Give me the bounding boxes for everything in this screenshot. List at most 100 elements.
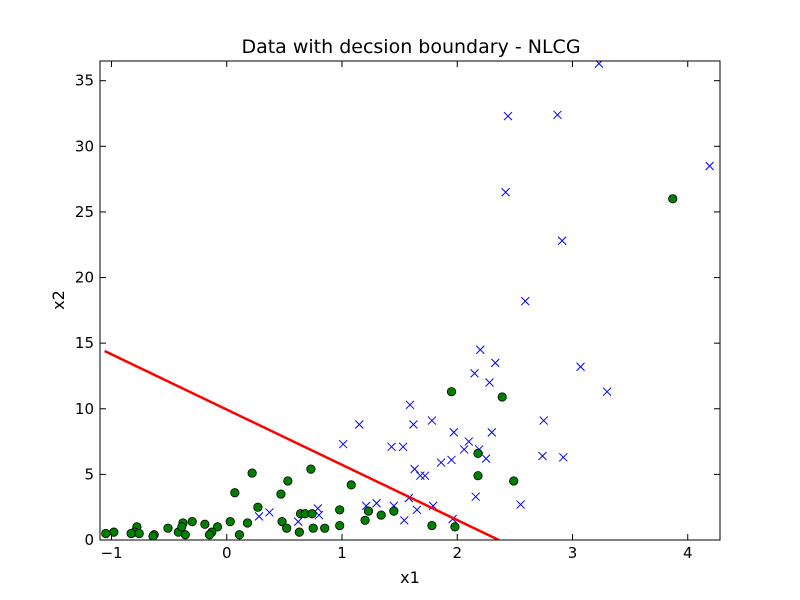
data-point-circle	[148, 531, 158, 540]
data-point-circle	[177, 522, 187, 532]
data-point-x	[416, 471, 425, 481]
data-point-circle	[200, 519, 210, 529]
x-tick-label: 4	[683, 544, 693, 562]
data-point-circle	[163, 523, 173, 533]
data-point-x	[516, 500, 525, 509]
data-point-circle	[473, 471, 483, 481]
data-point-x	[475, 345, 485, 355]
data-point-x	[481, 454, 491, 463]
data-point-x	[602, 387, 612, 397]
y-tick-label: 15	[75, 334, 94, 352]
data-point-x	[471, 492, 481, 502]
data-point-circle	[187, 517, 197, 527]
data-point-circle	[346, 480, 356, 490]
data-point-circle	[253, 502, 263, 512]
data-point-x	[520, 296, 530, 306]
data-point-x	[553, 110, 562, 120]
y-axis-label: x2	[49, 290, 68, 310]
data-point-x	[399, 515, 409, 525]
x-tick-label: 2	[452, 544, 462, 562]
y-tick-label: 20	[75, 269, 94, 287]
data-point-x	[490, 358, 500, 368]
data-point-circle	[363, 506, 374, 516]
data-point-circle	[109, 527, 119, 537]
data-point-circle	[294, 527, 304, 537]
plot-area	[101, 61, 714, 540]
data-point-circle	[101, 528, 111, 539]
decision-boundary-line	[104, 349, 500, 540]
data-point-circle	[276, 489, 286, 499]
data-point-x	[447, 455, 456, 465]
data-point-circle	[360, 515, 370, 525]
data-point-x	[387, 442, 396, 452]
data-point-x	[338, 439, 348, 449]
data-point-circle	[283, 476, 293, 486]
data-point-x	[539, 416, 549, 425]
data-point-circle	[180, 530, 190, 540]
data-point-x	[293, 517, 303, 526]
data-point-x	[409, 420, 418, 429]
data-point-x	[487, 428, 497, 437]
data-point-circle	[234, 530, 245, 540]
y-tick-label: 0	[84, 531, 94, 549]
data-point-x	[449, 428, 459, 437]
plot-frame	[99, 60, 721, 541]
data-point-x	[354, 420, 364, 429]
data-point-x	[503, 111, 513, 121]
data-point-circle	[376, 510, 386, 520]
x-tick-label: 1	[337, 544, 347, 562]
data-point-circle	[242, 518, 253, 528]
data-point-x	[558, 452, 568, 462]
data-point-circle	[306, 464, 316, 474]
y-tick-label: 5	[84, 465, 94, 483]
data-point-x	[427, 416, 437, 425]
y-tick-label: 30	[75, 137, 94, 155]
data-point-circle	[389, 506, 399, 516]
data-point-x	[464, 437, 474, 446]
data-point-x	[576, 362, 585, 372]
data-point-circle	[247, 468, 257, 478]
data-point-x	[410, 464, 419, 474]
data-point-circle	[230, 488, 240, 498]
data-point-circle	[225, 517, 235, 527]
data-point-x	[705, 161, 714, 171]
chart-title: Data with decsion boundary - NLCG	[241, 36, 580, 58]
x-tick-label: 0	[222, 544, 232, 562]
x-axis-label: x1	[400, 568, 420, 587]
data-point-circle	[450, 522, 460, 532]
data-point-circle	[335, 505, 345, 515]
data-point-circle	[308, 523, 318, 533]
data-point-circle	[204, 530, 215, 540]
x-tick-label: 3	[568, 544, 578, 562]
data-point-circle	[277, 517, 287, 527]
data-point-x	[436, 458, 446, 467]
data-point-x	[501, 187, 511, 197]
data-point-circle	[497, 392, 507, 402]
data-point-x	[254, 512, 264, 521]
data-point-x	[557, 236, 567, 246]
data-point-x	[470, 368, 479, 378]
data-point-x	[538, 451, 547, 461]
data-point-circle	[320, 523, 330, 533]
y-tick-label: 10	[75, 400, 94, 418]
data-point-x	[265, 508, 274, 517]
data-point-x	[398, 442, 408, 452]
data-point-circle	[307, 509, 317, 519]
data-point-x	[459, 445, 469, 454]
data-point-circle	[212, 522, 223, 532]
data-point-x	[412, 505, 422, 515]
data-point-x	[405, 400, 415, 410]
data-point-circle	[446, 387, 457, 397]
data-point-circle	[335, 520, 345, 531]
axis-ticks: −1 0 1 2 3 4 0 5 10 15 20 25 30 35	[75, 61, 720, 562]
y-tick-label: 25	[75, 203, 94, 221]
data-point-circle	[427, 520, 437, 531]
x-tick-label: −1	[100, 544, 122, 562]
data-point-x	[485, 378, 494, 387]
data-point-x	[594, 61, 604, 68]
data-marks	[101, 61, 714, 540]
y-tick-label: 35	[75, 72, 94, 90]
data-point-circle	[126, 528, 136, 539]
